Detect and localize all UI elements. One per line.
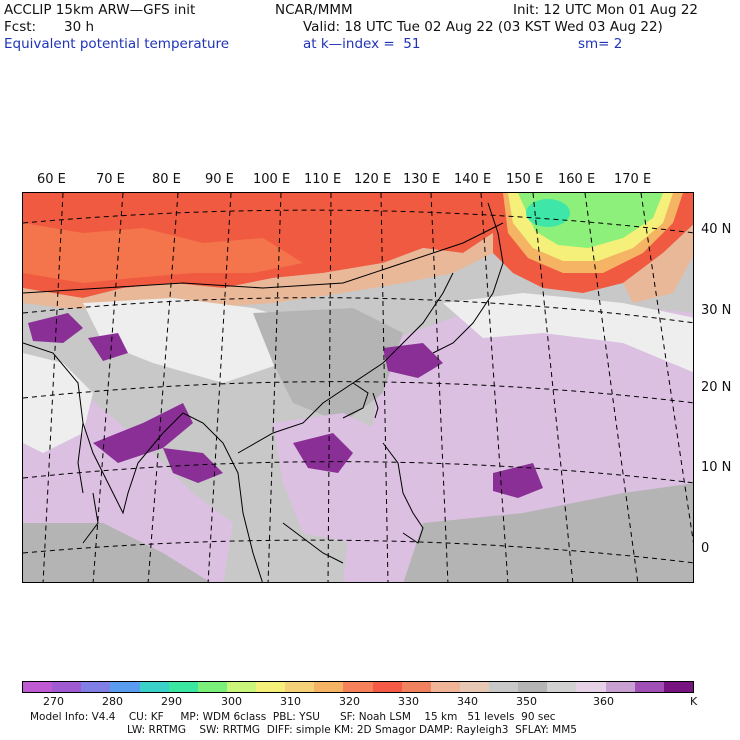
colorbar-swatch <box>110 682 140 692</box>
lon-label: 90 E <box>205 172 234 187</box>
coastlines <box>23 202 504 582</box>
lon-label: 140 E <box>454 172 492 187</box>
colorbar-swatch <box>430 682 460 692</box>
lon-label: 170 E <box>614 172 652 187</box>
level-label: at k—index = 51 <box>303 36 421 52</box>
dark-purple-india-north <box>88 333 128 361</box>
lon-label: 110 E <box>304 172 342 187</box>
colorbar-swatch <box>285 682 315 692</box>
colorbar-swatch <box>23 682 53 692</box>
south-indian-gray <box>23 523 210 582</box>
east-tan <box>623 224 693 303</box>
lon-label: 60 E <box>37 172 66 187</box>
colorbar-swatch <box>372 682 402 692</box>
colorbar-swatch <box>634 682 664 692</box>
colorbar-swatch <box>256 682 286 692</box>
field-name: Equivalent potential temperature <box>4 36 230 52</box>
colorbar-label: 350 <box>516 695 537 708</box>
model-info-line1: Model Info: V4.4 CU: KF MP: WDM 6class P… <box>30 711 556 723</box>
ne-teal <box>526 199 570 227</box>
model-info-line2: LW: RRTMG SW: RRTMG DIFF: simple KM: 2D … <box>127 724 577 736</box>
forecast-label: Fcst: <box>4 19 37 35</box>
colorbar-swatch <box>314 682 344 692</box>
arabian-white <box>23 353 93 453</box>
colorbar-swatch <box>81 682 111 692</box>
colorbar-swatch <box>343 682 373 692</box>
lon-label: 70 E <box>96 172 125 187</box>
dark-purple-west-pacific <box>493 463 543 498</box>
colorbar-swatch <box>139 682 169 692</box>
dark-purple-india-east <box>163 448 223 483</box>
colorbar-swatch <box>52 682 82 692</box>
colorbar-label: 340 <box>457 695 478 708</box>
colorbar-swatch <box>576 682 606 692</box>
forecast-hour: 30 h <box>64 19 95 35</box>
lat-label: 30 N <box>701 303 732 318</box>
lon-label: 120 E <box>354 172 392 187</box>
pacific-white <box>443 293 693 373</box>
colorbar-swatch <box>663 682 693 692</box>
colorbar-swatch <box>197 682 227 692</box>
colorbar-swatch <box>401 682 431 692</box>
colorbar-swatch <box>547 682 577 692</box>
dark-purple-south-china-sea <box>293 433 353 473</box>
lon-label: 130 E <box>403 172 441 187</box>
colorbar-label: 290 <box>161 695 182 708</box>
colorbar-label: 320 <box>339 695 360 708</box>
colorbar-label: 310 <box>280 695 301 708</box>
theta-e-field <box>23 193 693 582</box>
lon-label: 100 E <box>253 172 291 187</box>
colorbar <box>22 681 694 693</box>
colorbar-swatch <box>168 682 198 692</box>
lon-label: 150 E <box>506 172 544 187</box>
colorbar-swatch <box>605 682 635 692</box>
lon-label: 80 E <box>152 172 181 187</box>
model-title: ACCLIP 15km ARW—GFS init <box>4 2 196 18</box>
tibet-white <box>83 298 303 383</box>
south-gray <box>403 483 693 582</box>
china-gray <box>253 308 403 423</box>
colorbar-label: 280 <box>102 695 123 708</box>
tan-fringe <box>23 233 493 311</box>
dark-purple-east-china-sea <box>383 343 443 378</box>
dark-purple-arabian <box>28 313 83 343</box>
init-time: Init: 12 UTC Mon 01 Aug 22 <box>513 2 698 18</box>
colorbar-swatch <box>518 682 548 692</box>
lat-label: 40 N <box>701 222 732 237</box>
lat-label: 0 <box>701 541 710 556</box>
org-label: NCAR/MMM <box>275 2 353 18</box>
lat-label: 20 N <box>701 380 732 395</box>
valid-time: Valid: 18 UTC Tue 02 Aug 22 (03 KST Wed … <box>303 19 663 35</box>
lat-label: 10 N <box>701 460 732 475</box>
colorbar-label: 300 <box>221 695 242 708</box>
colorbar-swatch <box>489 682 519 692</box>
colorbar-label: 270 <box>43 695 64 708</box>
colorbar-label: 330 <box>398 695 419 708</box>
colorbar-label: 360 <box>593 695 614 708</box>
colorbar-swatch <box>226 682 256 692</box>
lon-label: 160 E <box>558 172 596 187</box>
orange-band <box>23 223 303 283</box>
colorbar-unit: K <box>690 695 698 708</box>
colorbar-swatch <box>459 682 489 692</box>
graticule <box>23 193 693 582</box>
map-panel <box>22 192 694 583</box>
dark-purple-bay-bengal <box>93 403 193 463</box>
smoothing-label: sm= 2 <box>578 36 623 52</box>
